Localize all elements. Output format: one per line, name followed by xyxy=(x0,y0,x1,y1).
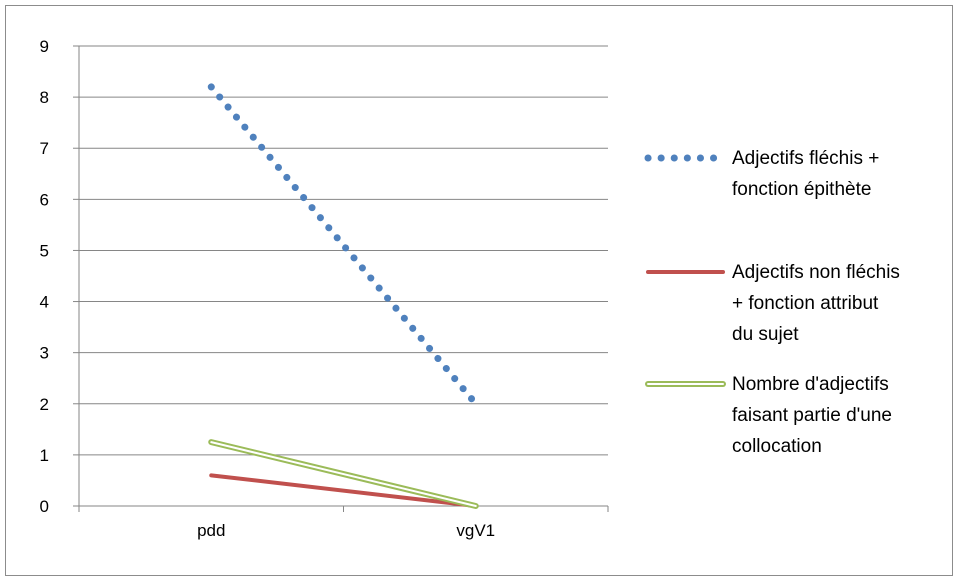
legend-label-line: fonction épithète xyxy=(732,179,871,200)
y-tick-label: 1 xyxy=(40,446,49,465)
legend-entry-2: Nombre d'adjectifs faisant partie d'une co… xyxy=(645,374,892,457)
y-tick-label: 3 xyxy=(40,344,49,363)
x-tick-label-pdd: pdd xyxy=(197,521,225,540)
series-line-2 xyxy=(208,439,479,509)
chart-frame: 0 1 2 3 4 5 6 7 8 9 pdd vgV1 Adjectifs fléchis + fon… xyxy=(5,5,953,576)
y-tick-label: 0 xyxy=(40,497,49,516)
y-tick-label: 7 xyxy=(40,139,49,158)
legend: Adjectifs fléchis +fonction épithèteAdje… xyxy=(644,148,900,457)
legend-label-line: collocation xyxy=(732,436,822,457)
legend-label-line: Nombre d'adjectifs xyxy=(732,374,889,395)
series-line-0 xyxy=(207,83,480,408)
y-tick-label: 8 xyxy=(40,88,49,107)
axes: 0 1 2 3 4 5 6 7 8 9 pdd vgV1 xyxy=(40,37,609,540)
y-tick-label: 5 xyxy=(40,241,49,260)
legend-label-line: + fonction attribut xyxy=(732,293,879,314)
series-line-2-inner xyxy=(210,441,477,507)
y-tick-label: 4 xyxy=(40,293,49,312)
legend-label-line: du sujet xyxy=(732,324,799,345)
legend-entry-1: Adjectifs non fléchis + fonction attribut… xyxy=(646,262,900,345)
y-tick-label: 2 xyxy=(40,395,49,414)
legend-label-line: Adjectifs non fléchis xyxy=(732,262,900,283)
legend-label-line: Adjectifs fléchis + xyxy=(732,148,879,169)
series-line-1 xyxy=(209,473,478,508)
legend-entry-0: Adjectifs fléchis + fonction épithète xyxy=(644,148,879,200)
y-tick-label: 9 xyxy=(40,37,49,56)
series-lines xyxy=(207,83,480,509)
line-chart: 0 1 2 3 4 5 6 7 8 9 pdd vgV1 Adjectifs fléchis + fon… xyxy=(40,37,900,540)
y-tick-label: 6 xyxy=(40,190,49,209)
x-tick-label-vgV1: vgV1 xyxy=(456,521,495,540)
legend-label-line: faisant partie d'une xyxy=(732,405,892,426)
